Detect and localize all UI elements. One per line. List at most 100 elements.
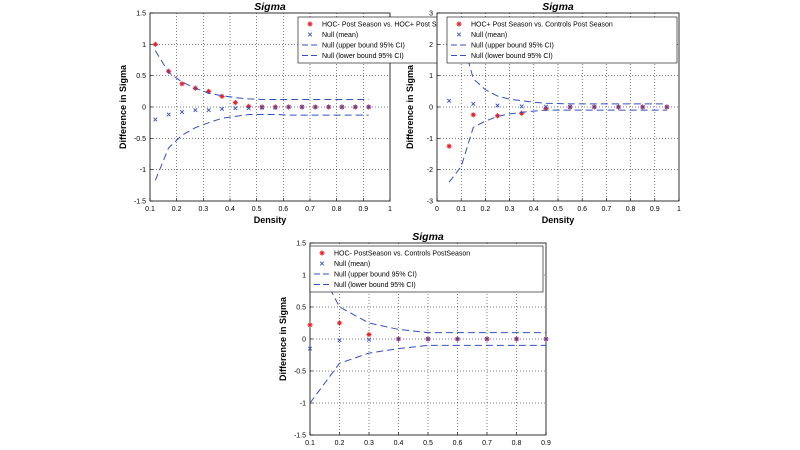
x-tick-label: 0.9: [541, 440, 551, 447]
y-tick-label: 2: [429, 42, 433, 49]
x-tick-label: 0.1: [305, 440, 315, 447]
x-tick-label: 0.7: [602, 206, 612, 213]
null-mean-point: [313, 104, 318, 110]
observed-point: [219, 93, 225, 99]
y-tick-label: 1: [142, 42, 146, 49]
chart-title: Sigma: [412, 231, 444, 243]
null-mean-point: [337, 338, 342, 343]
observed-point: [166, 68, 172, 74]
null-mean-point: [299, 104, 305, 110]
y-tick-label: 0.5: [296, 305, 306, 312]
x-tick-label: 0.3: [505, 206, 515, 213]
null-mean-point: [543, 336, 549, 342]
series-line-upper-ci: [154, 50, 369, 100]
x-tick-label: 0: [435, 206, 439, 213]
null-mean-point: [166, 112, 171, 117]
legend-x-swatch: [307, 32, 313, 37]
legend-x-swatch: [319, 261, 325, 266]
chart-title: Sigma: [542, 1, 574, 13]
observed-point: [206, 88, 212, 94]
null-mean-point: [425, 336, 431, 342]
y-tick-label: 1.5: [296, 241, 306, 248]
observed-point: [543, 105, 549, 112]
legend-label: Null (upper bound 95% CI): [334, 272, 417, 279]
legend-label: Null (lower bound 95% CI): [334, 282, 416, 289]
null-mean-point: [246, 106, 251, 111]
observed-point: [494, 113, 501, 119]
null-mean-point: [233, 106, 238, 111]
y-tick-label: -1.5: [294, 433, 306, 440]
null-mean-point: [664, 104, 670, 110]
x-tick-label: 0.2: [481, 206, 491, 213]
y-tick-label: -0.5: [134, 136, 146, 143]
observed-point: [152, 41, 158, 47]
y-axis-label: Difference in Sigma: [118, 64, 128, 149]
null-mean-point: [495, 103, 500, 108]
observed-point: [336, 320, 343, 326]
x-tick-label: 0.1: [456, 206, 466, 213]
legend-label: Null (lower bound 95% CI): [471, 53, 553, 60]
null-mean-point: [519, 104, 524, 109]
null-mean-point: [259, 105, 265, 110]
legend-label: Null (mean): [471, 32, 507, 39]
x-tick-label: 0.9: [358, 206, 368, 213]
observed-point: [446, 143, 452, 149]
null-mean-point: [543, 104, 549, 109]
y-tick-label: 0: [142, 105, 146, 112]
null-mean-point: [484, 336, 490, 342]
x-tick-label: 0.9: [650, 206, 660, 213]
observed-point: [366, 331, 372, 338]
y-tick-label: 3: [429, 11, 433, 18]
x-tick-label: 0.2: [335, 440, 345, 447]
legend-star-swatch: [319, 250, 325, 256]
null-mean-point: [339, 104, 345, 110]
x-tick-label: 0.3: [364, 440, 374, 447]
observed-point: [519, 110, 525, 116]
y-tick-label: -1: [427, 136, 433, 143]
legend-box: [309, 245, 544, 293]
series-line-lower-ci: [154, 114, 369, 181]
x-axis-label: Density: [254, 215, 287, 225]
null-mean-point: [366, 104, 371, 110]
null-mean-point: [193, 108, 198, 113]
y-tick-label: -1: [300, 401, 306, 408]
series-line-lower-ci: [448, 109, 667, 183]
y-tick-label: -0.5: [294, 369, 306, 376]
x-tick-label: 0.8: [512, 440, 522, 447]
null-mean-point: [446, 98, 452, 103]
legend-label: Null (mean): [322, 32, 358, 39]
legend-label: HOC- Post Season vs. HOC+ Post Season: [322, 22, 456, 29]
legend-star-swatch: [456, 21, 462, 27]
legend-x-swatch: [456, 32, 462, 37]
null-mean-point: [206, 108, 211, 113]
x-tick-label: 0.4: [529, 206, 539, 213]
null-mean-point: [326, 104, 331, 110]
series-line-upper-ci: [309, 249, 546, 334]
series-line-lower-ci: [309, 344, 546, 404]
x-tick-label: 0.8: [626, 206, 636, 213]
observed-point: [179, 81, 185, 87]
y-tick-label: 0: [429, 105, 433, 112]
x-tick-label: 1: [388, 206, 392, 213]
legend-label: HOC+ Post Season vs. Controls Post Seaso…: [471, 22, 613, 29]
x-tick-label: 0.3: [198, 206, 208, 213]
x-tick-label: 0.6: [453, 440, 463, 447]
y-tick-label: 0.5: [136, 73, 146, 80]
legend-label: Null (upper bound 95% CI): [322, 43, 405, 50]
legend: HOC- PostSeason vs. Controls PostSeason N…: [309, 245, 544, 293]
x-tick-label: 0.1: [145, 206, 155, 213]
y-tick-label: 1: [429, 73, 433, 80]
legend-label: HOC- PostSeason vs. Controls PostSeason: [334, 251, 470, 258]
null-mean-point: [353, 104, 358, 110]
x-tick-label: 1: [677, 206, 681, 213]
chart-3: 0.1 0.2 0.3 0.4 0.5 0.6 0.7 0.8 0.9 1.5 1 0.5 0 -0.5 -…: [278, 231, 551, 450]
null-mean-point: [514, 336, 519, 342]
observed-point: [307, 322, 313, 328]
x-tick-label: 0.4: [394, 440, 404, 447]
x-tick-label: 0.8: [332, 206, 342, 213]
legend: HOC+ Post Season vs. Controls Post Seaso…: [446, 16, 678, 64]
x-tick-label: 0.5: [553, 206, 563, 213]
x-tick-label: 0.4: [225, 206, 235, 213]
y-tick-label: -2: [427, 167, 433, 174]
